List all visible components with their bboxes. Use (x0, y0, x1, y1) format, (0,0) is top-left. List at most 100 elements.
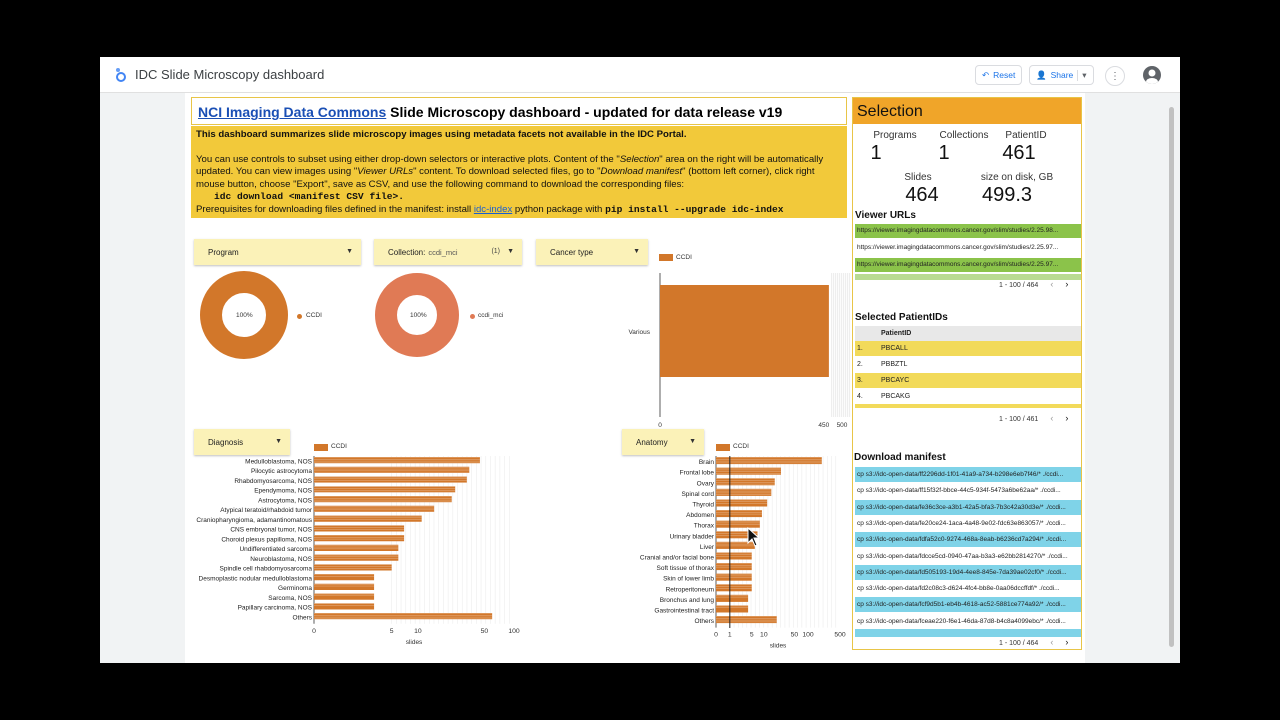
viewer-url-row[interactable]: https://viewer.imagingdatacommons.cancer… (855, 224, 1081, 238)
data-bar[interactable] (314, 486, 456, 493)
diagnosis-bar-chart[interactable]: Medulloblastoma, NOS Pilocytic astrocytom… (185, 453, 615, 649)
report-canvas: NCI Imaging Data Commons Slide Microscop… (100, 93, 1180, 663)
data-bar[interactable] (314, 583, 375, 590)
download-manifest-row[interactable]: cp s3://idc-open-data/ff15f32f-bbce-44c5… (855, 483, 1081, 499)
data-bar[interactable] (314, 525, 405, 532)
data-bar[interactable] (716, 541, 755, 549)
more-options-button[interactable]: ⋮ (1105, 66, 1125, 86)
download-manifest-title: Download manifest (854, 452, 946, 463)
download-manifest-row[interactable]: cp s3://idc-open-data/ff2296dd-1f01-41a9… (855, 467, 1081, 482)
download-manifest-row[interactable]: cp s3://idc-open-data/fd505193-19d4-4ee8… (855, 564, 1081, 580)
data-bar[interactable] (314, 466, 470, 473)
data-bar[interactable] (716, 520, 760, 528)
diagnosis-label: Diagnosis (208, 437, 244, 447)
legend-dot (470, 314, 475, 319)
data-bar[interactable] (314, 613, 493, 620)
idc-index-link[interactable]: idc-index (473, 203, 513, 215)
data-bar[interactable] (716, 616, 777, 624)
data-bar[interactable] (716, 584, 752, 592)
diagnosis-dropdown[interactable]: Diagnosis ▼ (194, 429, 290, 455)
data-bar[interactable] (716, 594, 749, 602)
program-dropdown[interactable]: Program ▼ (194, 239, 361, 265)
anatomy-dropdown[interactable]: Anatomy ▼ (622, 429, 704, 455)
legend-label[interactable]: CCDI (331, 443, 347, 450)
patientid-row[interactable]: 3. PBCAYC (855, 373, 1081, 388)
collection-dropdown[interactable]: Collection: ccdi_mci (1) ▼ (374, 239, 522, 265)
donut-percent-label: 100% (410, 312, 427, 319)
various-bar-chart[interactable]: Various0450500slides (625, 263, 855, 433)
data-bar[interactable] (716, 467, 781, 475)
collection-value: ccdi_mci (428, 247, 458, 257)
viewer-url-row[interactable]: https://viewer.imagingdatacommons.cancer… (855, 258, 1081, 272)
prev-page-icon[interactable]: ‹ (1050, 413, 1054, 423)
download-manifest-row[interactable]: cp s3://idc-open-data/fdfa52c0-9274-468a… (855, 532, 1081, 548)
prev-page-icon[interactable]: ‹ (1050, 279, 1054, 289)
patientid-row[interactable]: 4. PBCAKG (855, 389, 1081, 404)
data-bar[interactable] (314, 544, 399, 551)
reset-button[interactable]: ↶ Reset (975, 65, 1023, 85)
data-bar[interactable] (314, 457, 480, 464)
collection-donut-chart[interactable] (374, 268, 474, 368)
donut-slice[interactable] (200, 271, 288, 359)
donut-slice[interactable] (375, 273, 459, 357)
data-bar[interactable] (314, 476, 467, 483)
donut-legend-label[interactable]: ccdi_mci (478, 312, 504, 319)
patientid-row[interactable]: 2. PBBZTL (855, 357, 1081, 372)
download-manifest-row[interactable]: cp s3://idc-open-data/fe36c3ce-a3b1-42a5… (855, 499, 1081, 515)
download-manifest-row[interactable]: cp s3://idc-open-data/fceae220-f6e1-46da… (855, 613, 1081, 629)
donut-legend-label[interactable]: CCDI (306, 312, 322, 319)
download-manifest-row[interactable]: cp s3://idc-open-data/fe20ce24-1aca-4a48… (855, 515, 1081, 531)
category-label: Abdomen (686, 512, 714, 519)
legend-label[interactable]: CCDI (733, 443, 749, 450)
data-bar[interactable] (314, 535, 405, 542)
anatomy-bar-chart[interactable]: Brain Frontal lobe Ovary Spinal cord Thyroid… (615, 453, 851, 649)
category-label: Sarcoma, NOS (268, 595, 312, 602)
patientid-row[interactable]: 1. PBCALL (855, 341, 1081, 356)
row-number: 2. (857, 361, 863, 368)
instructions-text-b: " area on the right will be automaticall… (196, 153, 824, 178)
download-manifest-row[interactable]: cp s3://idc-open-data/fcf9d5b1-eb4b-4618… (855, 597, 1081, 613)
tick-label: 0 (714, 632, 718, 639)
data-bar[interactable] (314, 593, 375, 600)
next-page-icon[interactable]: › (1065, 279, 1069, 289)
data-bar[interactable] (314, 564, 392, 571)
vertical-scrollbar[interactable] (1168, 105, 1175, 651)
data-bar[interactable] (716, 488, 772, 496)
data-bar[interactable] (716, 499, 768, 507)
viewer-url-row[interactable]: https://viewer.imagingdatacommons.cancer… (855, 241, 1081, 255)
share-button[interactable]: 👤 Share ▾ (1029, 65, 1094, 85)
anatomy-label: Anatomy (636, 437, 668, 447)
data-bar[interactable] (716, 573, 752, 581)
cancer-type-dropdown[interactable]: Cancer type ▼ (536, 239, 648, 265)
prereq-text: Prerequisites for downloading files defi… (196, 203, 474, 215)
data-bar[interactable] (716, 510, 762, 518)
prev-page-icon[interactable]: ‹ (1050, 637, 1054, 647)
chevron-down-icon[interactable]: ▾ (1077, 69, 1087, 81)
data-bar[interactable] (716, 563, 752, 571)
tick-label: 0 (658, 422, 662, 429)
program-donut-chart[interactable] (199, 268, 299, 368)
download-manifest-row[interactable]: cp s3://idc-open-data/fd2c08c3-d624-4fc4… (855, 581, 1081, 597)
data-bar[interactable] (716, 605, 749, 613)
idc-link[interactable]: NCI Imaging Data Commons (198, 104, 387, 120)
data-bar[interactable] (314, 554, 399, 561)
download-manifest-row[interactable]: cp s3://idc-open-data/fdcce5cd-0940-47aa… (855, 548, 1081, 564)
account-avatar[interactable] (1143, 66, 1161, 84)
next-page-icon[interactable]: › (1065, 413, 1069, 423)
tick-label: 5 (750, 632, 754, 639)
data-bar[interactable] (314, 603, 375, 610)
data-bar[interactable] (716, 478, 775, 486)
data-bar[interactable] (314, 515, 422, 522)
data-bar[interactable] (716, 457, 822, 465)
data-bar[interactable] (660, 285, 829, 377)
next-page-icon[interactable]: › (1065, 637, 1069, 647)
scrollbar-thumb[interactable] (1169, 107, 1174, 647)
data-bar[interactable] (314, 505, 435, 512)
legend-label[interactable]: CCDI (676, 254, 692, 261)
data-bar[interactable] (314, 574, 375, 581)
data-bar[interactable] (716, 552, 752, 560)
data-bar[interactable] (716, 531, 758, 539)
patientid-column-header[interactable]: PatientID (881, 330, 912, 337)
data-bar[interactable] (314, 496, 452, 503)
kpi-size-label: size on disk, GB (980, 172, 1054, 183)
